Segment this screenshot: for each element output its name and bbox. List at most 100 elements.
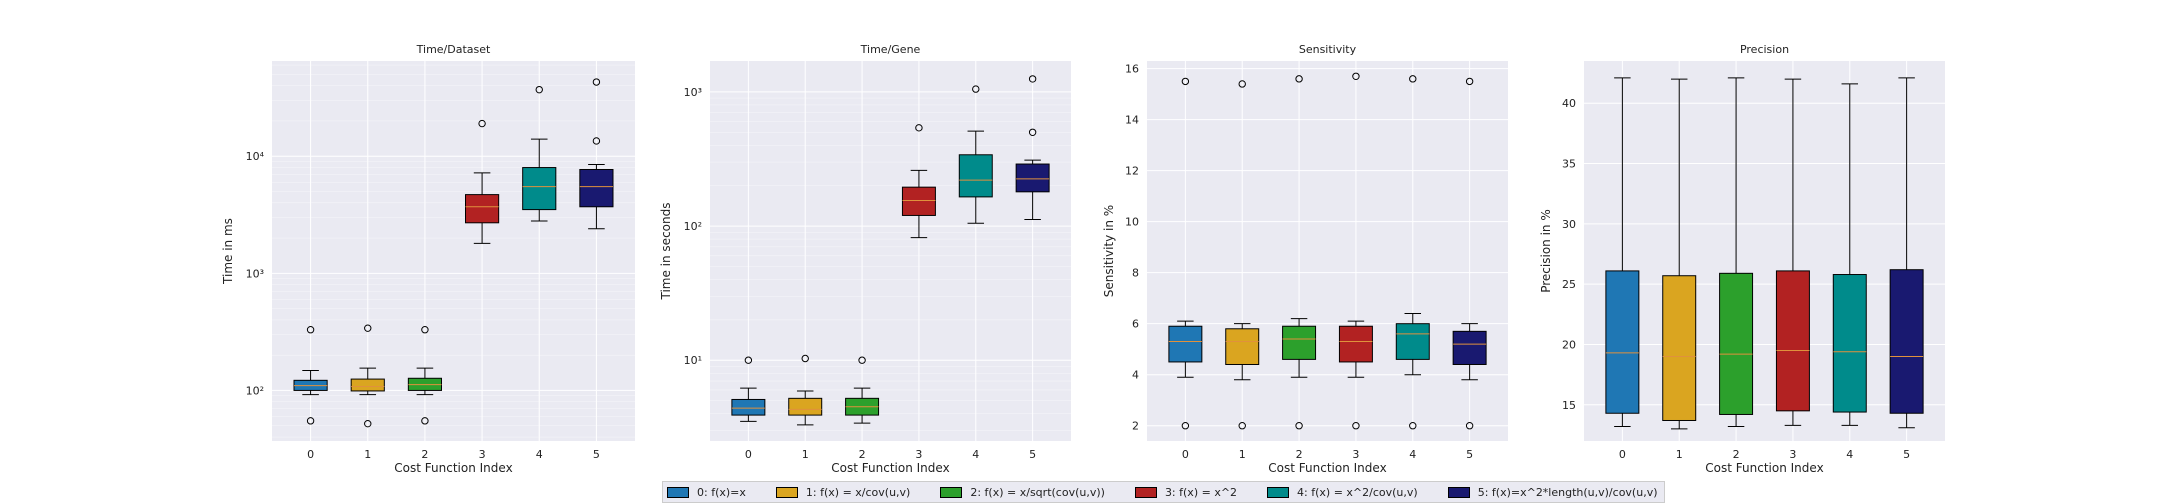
legend-label-5: 5: f(x)=x^2*length(u,v)/cov(u,v) xyxy=(1477,485,1658,499)
x-axis-label: Cost Function Index xyxy=(831,461,949,475)
y-tick-label: 10³ xyxy=(684,86,702,99)
plot-background xyxy=(1147,61,1508,441)
panel-1: 10² 10³ 10⁴ 0 1 2 3 4 5 Time/Dataset Cost Function… xyxy=(221,43,635,475)
box-0 xyxy=(1168,77,1203,430)
outlier-point xyxy=(421,326,429,334)
box-body xyxy=(1832,274,1867,413)
box-5 xyxy=(579,78,614,230)
y-tick-label: 2 xyxy=(1132,420,1139,433)
outlier-point xyxy=(592,78,601,86)
y-axis-label: Time in seconds xyxy=(659,203,673,301)
box-2 xyxy=(845,356,880,424)
plot-background xyxy=(710,61,1071,441)
outlier-point xyxy=(915,124,923,132)
box-0 xyxy=(293,326,328,425)
legend-label-4: 4: f(x) = x^2/cov(u,v) xyxy=(1297,485,1418,499)
outlier-point xyxy=(1181,421,1190,430)
y-tick-label: 10 xyxy=(1125,216,1139,229)
panel-4: 15 20 25 30 35 40 0 1 2 3 4 5 Precision Cost Function… xyxy=(1539,43,1945,475)
box-1 xyxy=(788,354,823,426)
box-body xyxy=(579,168,614,208)
outlier-point xyxy=(306,417,315,425)
box-body xyxy=(1168,325,1203,363)
legend-item-0: 0: f(x)=x xyxy=(667,486,746,499)
x-tick-label: 2 xyxy=(1296,448,1303,461)
outlier-point xyxy=(1352,421,1360,430)
y-tick-label: 40 xyxy=(1562,97,1576,110)
box-body xyxy=(1775,270,1810,412)
outlier-point xyxy=(478,119,486,128)
legend-item-5: 5: f(x)=x^2*length(u,v)/cov(u,v) xyxy=(1447,485,1658,499)
x-tick-label: 0 xyxy=(1182,448,1189,461)
outlier-point xyxy=(858,356,866,364)
plot-background xyxy=(1584,61,1945,441)
box-3 xyxy=(465,119,500,244)
x-tick-label: 5 xyxy=(1466,448,1473,461)
box-1 xyxy=(350,324,385,428)
box-5 xyxy=(1015,75,1050,220)
legend-label-3: 3: f(x) = x^2 xyxy=(1164,485,1238,499)
box-body xyxy=(1015,163,1050,193)
box-body xyxy=(1338,325,1373,363)
panel-title: Time/Gene xyxy=(860,43,921,56)
x-tick-label: 4 xyxy=(1409,448,1416,461)
x-tick-label: 4 xyxy=(536,448,543,461)
box-body xyxy=(901,186,936,216)
outlier-point xyxy=(1352,72,1360,81)
box-body xyxy=(1452,330,1487,365)
y-tick-label: 10⁴ xyxy=(246,150,265,163)
x-tick-label: 4 xyxy=(972,448,979,461)
box-2 xyxy=(1282,75,1317,430)
box-body xyxy=(1605,270,1640,414)
x-tick-label: 1 xyxy=(1676,448,1683,461)
legend-label-1: 1: f(x) = x/cov(u,v) xyxy=(805,485,911,499)
outlier-point xyxy=(592,137,601,145)
outlier-point xyxy=(364,419,372,428)
outlier-point xyxy=(1409,75,1417,83)
box-body xyxy=(350,378,385,392)
y-tick-label: 20 xyxy=(1562,338,1576,351)
x-tick-label: 2 xyxy=(421,448,428,461)
x-tick-label: 3 xyxy=(1789,448,1796,461)
panel-title: Time/Dataset xyxy=(416,43,491,56)
x-tick-label: 4 xyxy=(1846,448,1853,461)
box-0 xyxy=(731,356,766,422)
outlier-point xyxy=(1238,421,1246,430)
x-tick-label: 5 xyxy=(1903,448,1910,461)
y-axis-label: Time in ms xyxy=(221,218,235,285)
legend-label-0: 0: f(x)=x xyxy=(697,485,746,499)
x-tick-label: 1 xyxy=(364,448,371,461)
x-tick-label: 0 xyxy=(307,448,314,461)
panel-2: 10¹ 10² 10³ 0 1 2 3 4 5 Time/Gene Cost Function In… xyxy=(659,43,1071,475)
box-body xyxy=(1225,328,1260,365)
outlier-point xyxy=(1465,77,1474,86)
x-tick-label: 1 xyxy=(1239,448,1246,461)
outlier-point xyxy=(1409,421,1417,430)
x-tick-label: 0 xyxy=(745,448,752,461)
box-body xyxy=(1719,272,1754,415)
box-2 xyxy=(407,326,442,425)
outlier-point xyxy=(364,324,372,332)
box-4 xyxy=(958,85,993,224)
outlier-point xyxy=(1295,75,1303,83)
y-tick-label: 10³ xyxy=(246,267,264,280)
box-body xyxy=(1395,323,1430,360)
outlier-point xyxy=(972,85,980,93)
y-tick-label: 12 xyxy=(1125,165,1139,178)
x-tick-label: 3 xyxy=(1352,448,1359,461)
legend-swatch-2 xyxy=(940,486,963,498)
outlier-point xyxy=(535,85,543,94)
y-tick-label: 15 xyxy=(1562,399,1576,412)
legend-swatch-0 xyxy=(667,486,689,498)
box-body xyxy=(1282,325,1317,360)
legend-item-3: 3: f(x) = x^2 xyxy=(1134,485,1238,499)
box-2 xyxy=(1719,77,1754,428)
box-body xyxy=(958,154,993,198)
x-tick-label: 2 xyxy=(859,448,866,461)
outlier-point xyxy=(1028,128,1037,137)
box-3 xyxy=(901,124,936,239)
box-5 xyxy=(1452,77,1487,430)
outlier-point xyxy=(421,417,429,425)
legend-swatch-4 xyxy=(1267,486,1290,498)
y-tick-label: 10² xyxy=(246,384,264,397)
